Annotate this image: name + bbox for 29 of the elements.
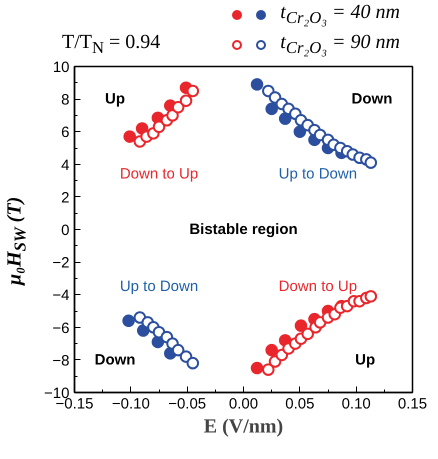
x-tick-label: 0.10 — [342, 396, 371, 412]
x-tick-label: −0.05 — [168, 396, 206, 412]
y-tick-label: −8 — [52, 352, 70, 370]
y-tick-label: 0 — [61, 222, 70, 239]
y-tick-label: 8 — [61, 92, 70, 109]
annotation: Down to Up — [278, 278, 358, 296]
annotation: Up to Down — [120, 278, 198, 296]
y-tick-label: 10 — [52, 59, 70, 76]
x-tick-label: −0.10 — [112, 396, 150, 412]
x-axis-title: E (V/nm) — [204, 416, 284, 438]
x-tick-label: 0.05 — [285, 396, 314, 412]
annotation: Down — [352, 90, 392, 108]
annotation: Bistable region — [189, 221, 298, 238]
y-tick-label: −4 — [52, 287, 70, 304]
x-tick-label: 0.00 — [228, 396, 258, 412]
chart-title: T/T$_{N}$ = 0.94 — [61, 30, 160, 60]
annotation: Up — [355, 351, 376, 368]
annotation: Up to Down — [278, 166, 358, 183]
annotation: Down — [94, 351, 136, 368]
annotation: Up — [105, 90, 126, 108]
y-tick-label: 2 — [61, 189, 70, 206]
legend-label: t$_{Cr₂O₃}$ = 40 nm — [280, 1, 400, 27]
y-tick-label: −2 — [52, 254, 70, 272]
y-tick-label: 4 — [61, 156, 70, 174]
annotation: Down to Up — [120, 166, 198, 183]
x-tick-label: 0.15 — [398, 396, 428, 412]
y-tick-label: −6 — [52, 320, 70, 337]
y-tick-label: 6 — [61, 124, 70, 142]
legend-label: t$_{Cr₂O₃}$ = 90 nm — [280, 31, 400, 57]
